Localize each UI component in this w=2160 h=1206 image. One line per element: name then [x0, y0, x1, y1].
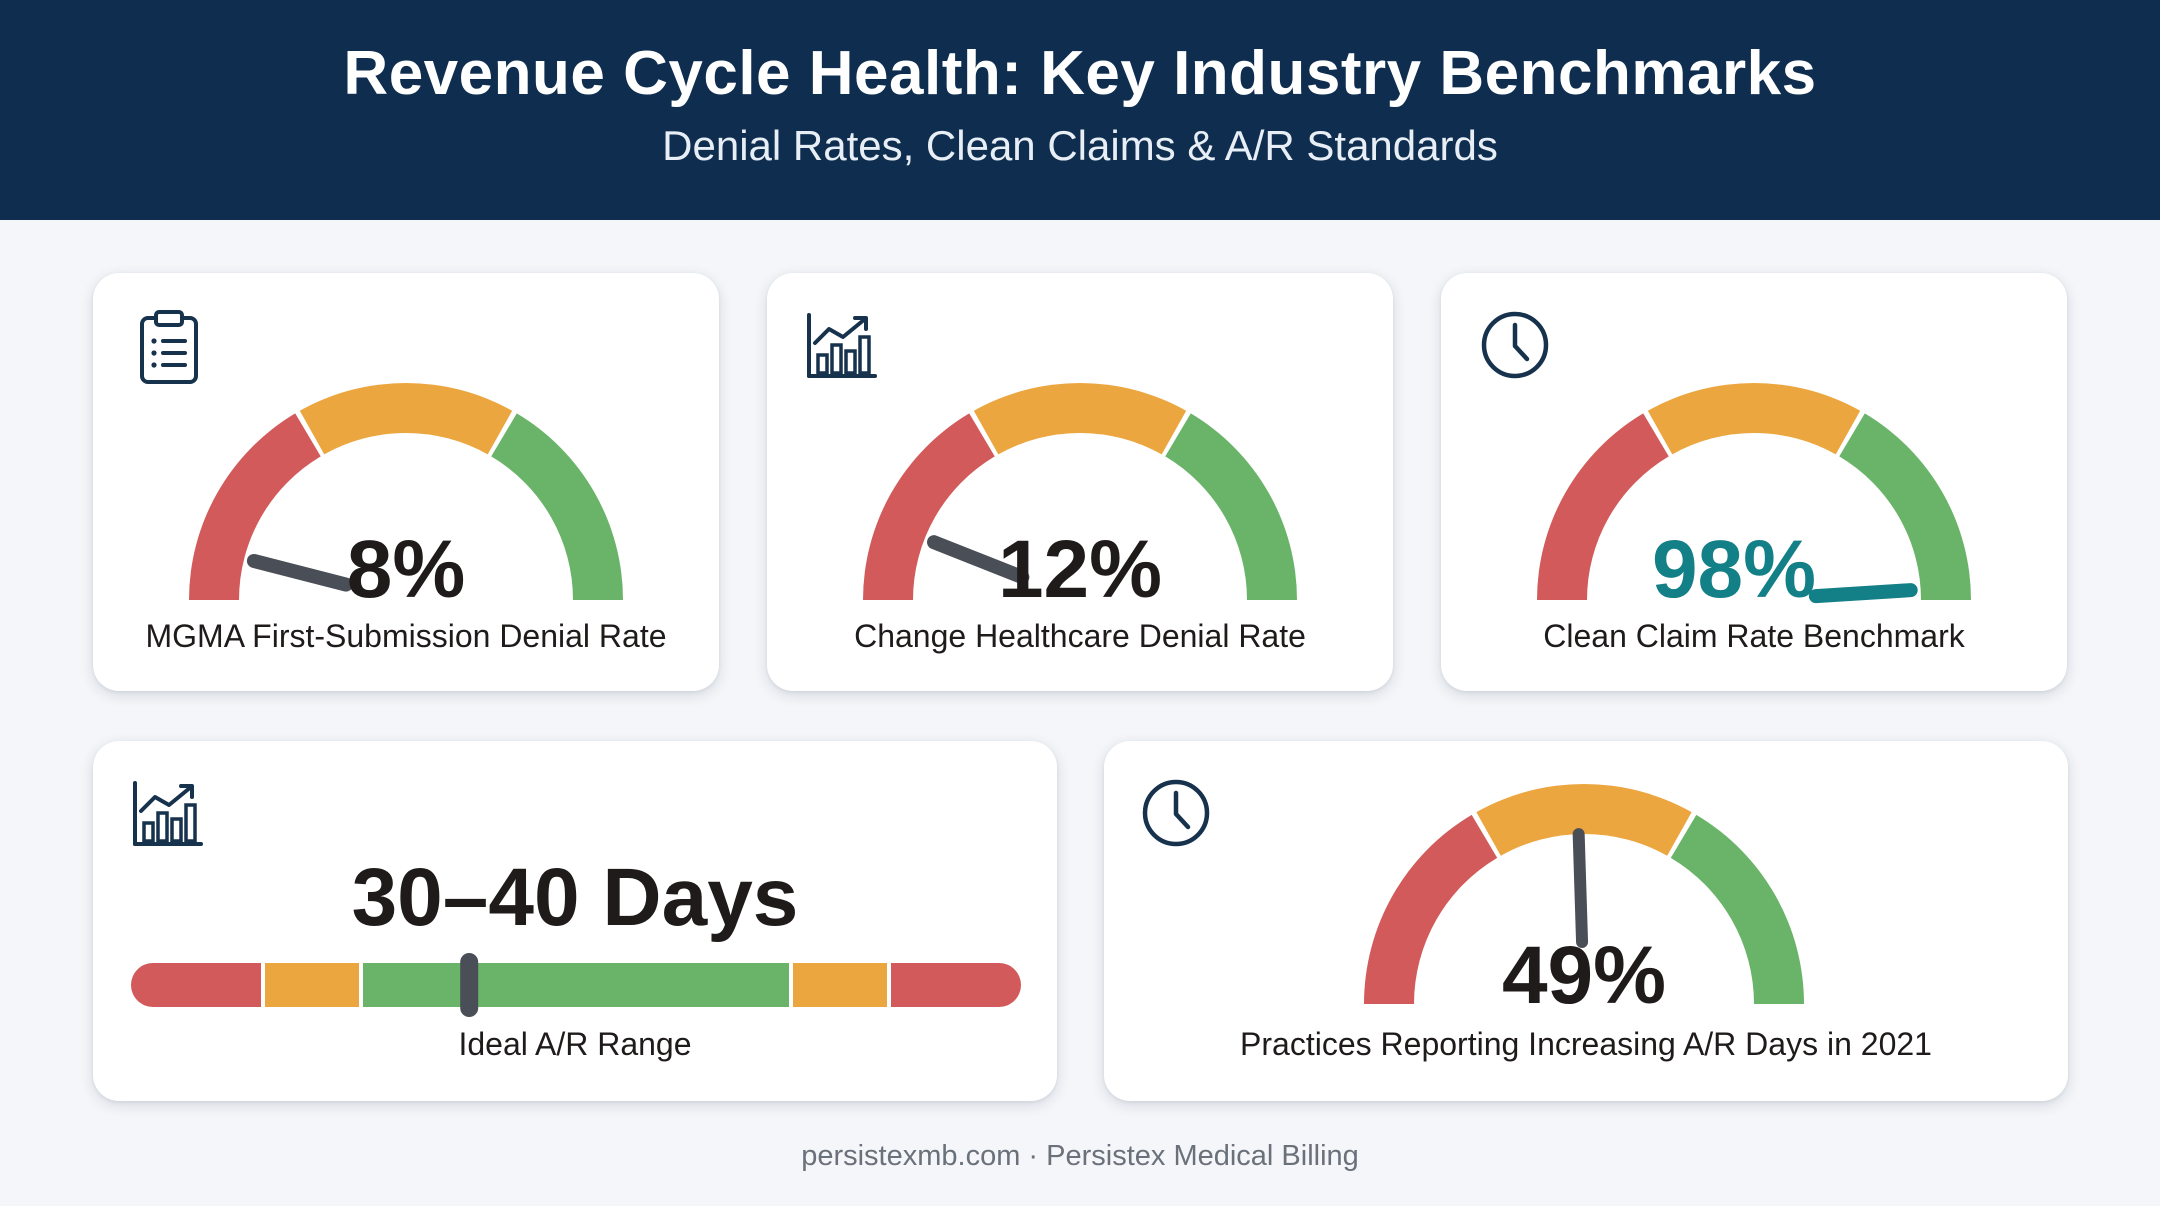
gauge-band-red [863, 413, 995, 600]
card-ideal-ar-range: 30–40 Days Ideal A/R Range [93, 741, 1057, 1101]
card-clean-claim-rate: 98% Clean Claim Rate Benchmark [1441, 273, 2067, 691]
change-gauge-needle [927, 535, 1030, 585]
gauge-band-orange [973, 383, 1187, 455]
bar-chart-trend-icon [133, 781, 203, 846]
clean-value: 98% [1651, 524, 1817, 615]
mgma-gauge-needle [246, 553, 353, 592]
gauge-band-orange [299, 383, 513, 455]
change-value: 12% [997, 524, 1163, 615]
practices-gauge-needle [1572, 828, 1589, 949]
mgma-value: 8% [346, 524, 466, 615]
practices-value: 49% [1501, 930, 1667, 1021]
clock-icon [1481, 311, 1549, 379]
card-mgma-denial-rate: 8% MGMA First-Submission Denial Rate [93, 273, 719, 691]
page-subtitle: Denial Rates, Clean Claims & A/R Standar… [662, 122, 1498, 169]
gauge-band-green [491, 413, 623, 600]
clipboard-list-icon [140, 310, 198, 384]
ar-bar-segment-orange-right [793, 963, 887, 1007]
change-label: Change Healthcare Denial Rate [854, 618, 1306, 654]
ar-bar-segment-green [363, 963, 789, 1007]
practices-label: Practices Reporting Increasing A/R Days … [1240, 1026, 1932, 1062]
gauge-band-red [1364, 814, 1498, 1004]
change-gauge [863, 383, 1297, 600]
ar-range-marker [460, 953, 479, 1017]
practices-gauge [1364, 784, 1804, 1004]
gauge-band-green [1165, 413, 1297, 600]
mgma-label: MGMA First-Submission Denial Rate [145, 618, 667, 654]
card-change-healthcare-denial-rate: 12% Change Healthcare Denial Rate [767, 273, 1393, 691]
mgma-gauge [189, 383, 623, 600]
ar-range-bar [131, 953, 1021, 1017]
gauge-band-orange [1476, 784, 1692, 856]
gauge-band-red [1537, 413, 1669, 600]
ar-range-value: 30–40 Days [351, 852, 799, 943]
footer-credit: persistexmb.com · Persistex Medical Bill… [801, 1140, 1359, 1172]
ar-range-label: Ideal A/R Range [458, 1026, 692, 1062]
gauge-band-green [1670, 814, 1804, 1004]
clean-label: Clean Claim Rate Benchmark [1543, 618, 1965, 654]
gauge-band-red [189, 413, 321, 600]
ar-bar-segment-orange-left [265, 963, 359, 1007]
clock-icon [1142, 779, 1210, 847]
gauge-band-green [1839, 413, 1971, 600]
clean-gauge [1537, 383, 1971, 604]
clean-gauge-needle [1808, 583, 1918, 604]
page-title: Revenue Cycle Health: Key Industry Bench… [343, 39, 1817, 108]
bar-chart-trend-icon [807, 313, 877, 378]
header-banner: Revenue Cycle Health: Key Industry Bench… [0, 0, 2160, 220]
gauge-band-orange [1647, 383, 1861, 455]
card-practices-increasing-ar-days: 49% Practices Reporting Increasing A/R D… [1104, 741, 2068, 1101]
